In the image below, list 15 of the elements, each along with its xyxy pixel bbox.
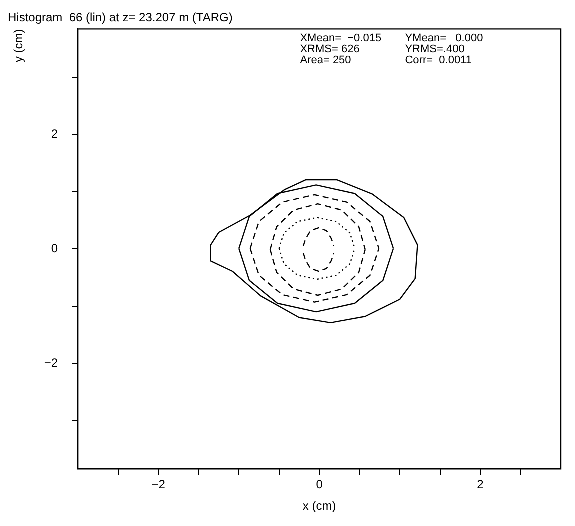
y-tick-label: 2 xyxy=(51,127,58,142)
annotation: Area= 250 xyxy=(300,54,352,67)
x-tick-label: 0 xyxy=(316,478,324,492)
annotation: YRMS=.400 xyxy=(405,44,465,56)
chart-title: Histogram 66 (lin) at z= 23.207 m (TARG) xyxy=(8,10,233,24)
y-tick-label: −2 xyxy=(44,356,58,370)
y-tick-label: 0 xyxy=(51,242,58,256)
annotation: XRMS= 626 xyxy=(300,44,360,56)
annotation: YMean= 0.000 xyxy=(405,32,484,45)
annotation: Corr= 0.0011 xyxy=(405,54,472,67)
x-tick-label: −2 xyxy=(152,478,166,492)
y-axis-title: y (cm) xyxy=(12,29,26,63)
x-axis-title: x (cm) xyxy=(302,499,336,514)
x-tick-label: 2 xyxy=(477,478,484,492)
annotation: XMean= −0.015 xyxy=(300,32,382,45)
